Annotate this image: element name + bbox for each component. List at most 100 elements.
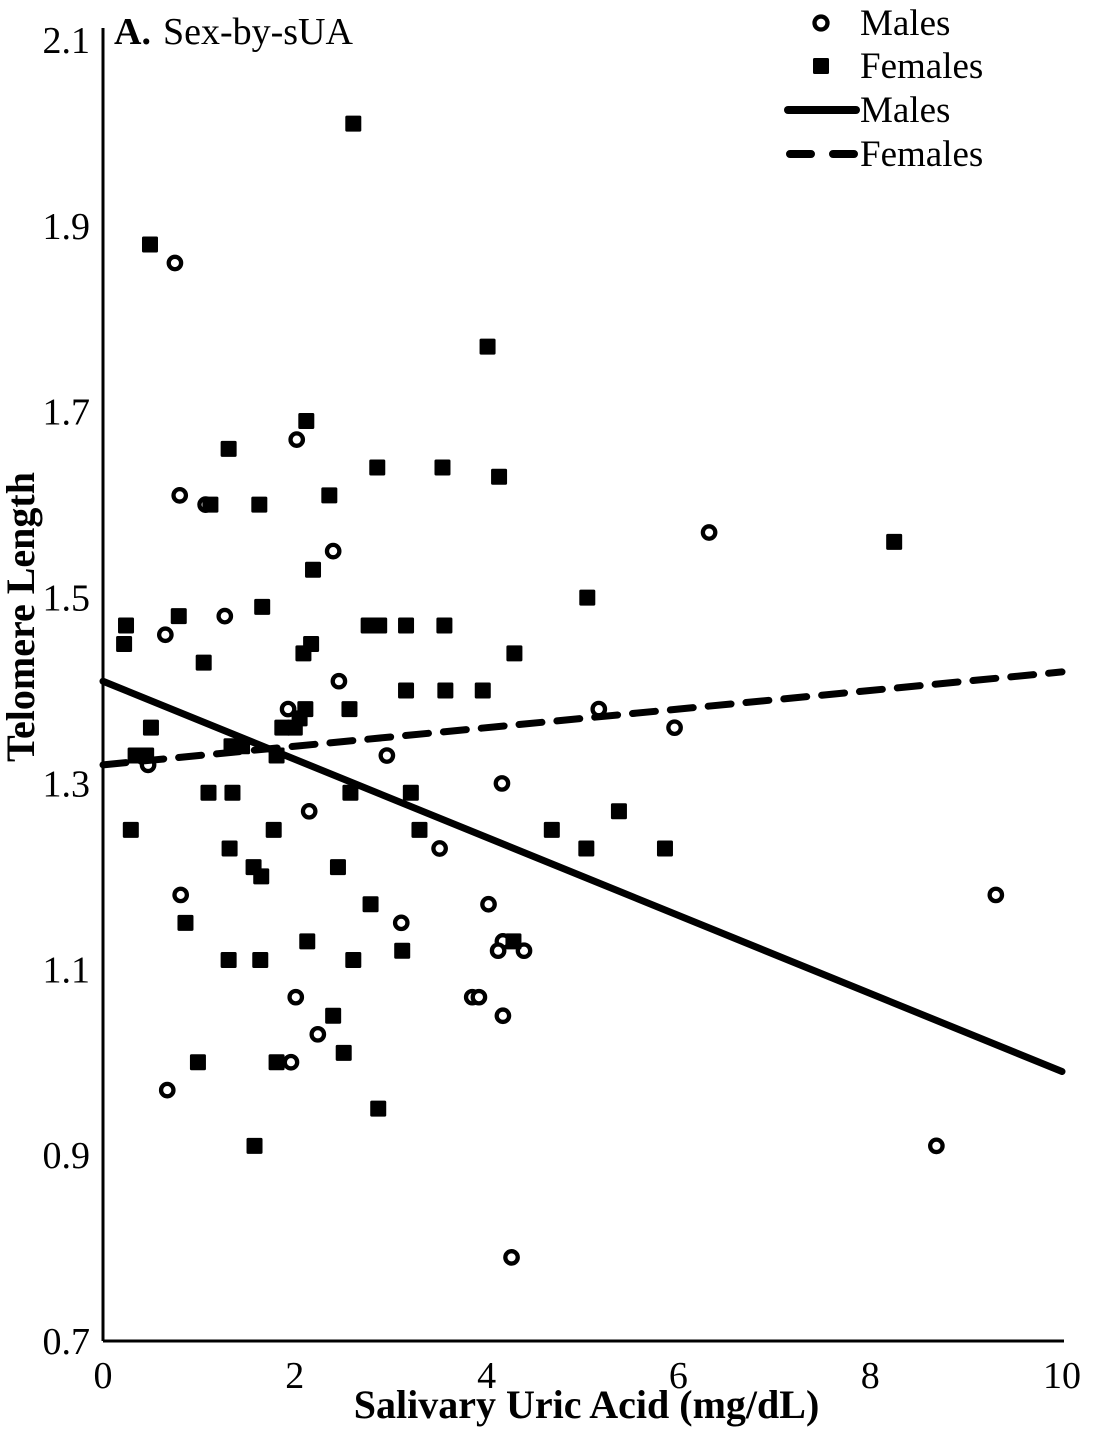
male-data-point xyxy=(330,672,348,690)
female-data-point xyxy=(122,821,139,838)
male-data-point xyxy=(324,542,342,560)
x-axis-title: Salivary Uric Acid (mg/dL) xyxy=(354,1382,820,1427)
male-data-point xyxy=(489,942,507,960)
females-trendline xyxy=(99,668,1066,769)
male-data-point xyxy=(480,895,497,913)
legend-label: Females xyxy=(860,134,983,175)
female-data-point xyxy=(220,440,237,457)
male-data-point xyxy=(300,802,318,820)
female-data-point xyxy=(251,496,268,513)
female-data-point xyxy=(345,951,362,968)
female-data-point xyxy=(506,645,523,662)
male-data-point xyxy=(282,1053,300,1071)
male-data-point xyxy=(287,988,305,1006)
x-tick-label: 8 xyxy=(861,1355,880,1397)
male-data-point xyxy=(166,254,184,272)
female-data-point xyxy=(479,338,496,355)
x-tick-label: 10 xyxy=(1043,1355,1081,1397)
male-data-point xyxy=(309,1025,327,1043)
female-data-point xyxy=(254,598,271,615)
y-tick-label: 0.7 xyxy=(43,1321,91,1363)
female-data-point xyxy=(177,914,194,931)
y-tick-label: 0.9 xyxy=(43,1135,91,1177)
male-data-point xyxy=(378,747,396,764)
female-data-point xyxy=(325,1007,342,1024)
female-data-point xyxy=(329,859,346,876)
female-data-point xyxy=(286,719,303,736)
female-data-point xyxy=(221,840,238,857)
panel-title: A. Sex-by-sUA xyxy=(114,11,353,53)
legend-label: Females xyxy=(860,46,983,87)
female-data-point xyxy=(434,459,451,476)
female-data-point xyxy=(118,617,135,634)
female-data-point xyxy=(265,821,282,838)
male-data-point xyxy=(493,775,511,792)
female-data-point xyxy=(189,1054,206,1071)
female-data-point xyxy=(220,951,237,968)
female-data-point xyxy=(578,840,595,857)
male-data-point xyxy=(700,524,718,541)
female-data-point xyxy=(398,682,415,699)
x-tick-label: 6 xyxy=(669,1355,688,1397)
female-data-point xyxy=(200,784,217,801)
female-data-point xyxy=(610,803,627,820)
female-data-point xyxy=(371,617,388,634)
female-data-point xyxy=(398,617,415,634)
female-data-point xyxy=(491,468,508,485)
male-data-point xyxy=(279,700,297,718)
female-data-point xyxy=(886,533,903,550)
panel-title-text: Sex-by-sUA xyxy=(163,11,354,53)
male-data-point xyxy=(171,486,189,504)
female-data-point xyxy=(305,561,322,578)
female-data-point xyxy=(370,1100,387,1117)
female-data-point xyxy=(505,933,522,950)
female-data-point xyxy=(362,896,379,913)
female-data-point xyxy=(170,608,187,625)
female-data-point xyxy=(394,942,411,959)
female-data-point xyxy=(474,682,491,699)
female-data-point xyxy=(246,1137,263,1154)
female-data-point xyxy=(298,413,315,430)
male-data-point xyxy=(172,886,190,904)
female-data-point xyxy=(436,617,453,634)
female-data-point xyxy=(369,459,386,476)
male-data-point xyxy=(392,914,410,932)
female-data-point xyxy=(437,682,454,699)
male-data-point xyxy=(503,1249,520,1266)
female-data-point xyxy=(141,236,158,253)
male-data-point xyxy=(158,1081,176,1099)
y-tick-label: 1.7 xyxy=(43,392,91,434)
y-tick-label: 2.1 xyxy=(43,20,91,62)
x-tick-label: 0 xyxy=(94,1355,113,1397)
male-data-point xyxy=(928,1137,945,1155)
female-data-point xyxy=(342,784,359,801)
female-data-point xyxy=(195,654,212,671)
male-data-point xyxy=(216,607,234,625)
female-data-point xyxy=(579,589,596,606)
male-data-point xyxy=(156,626,174,644)
y-tick-label: 1.5 xyxy=(43,578,91,620)
female-data-point xyxy=(142,719,159,736)
female-data-point xyxy=(116,636,133,653)
y-tick-label: 1.9 xyxy=(43,206,91,248)
female-data-point xyxy=(268,1054,285,1071)
female-data-point xyxy=(202,496,219,513)
y-tick-label: 1.1 xyxy=(43,949,91,991)
legend-filled-square-icon xyxy=(813,58,829,74)
x-tick-label: 4 xyxy=(477,1355,496,1397)
female-data-point xyxy=(252,951,269,968)
female-data-point xyxy=(274,719,291,736)
female-data-point xyxy=(411,821,428,838)
female-data-point xyxy=(341,701,358,718)
male-data-point xyxy=(494,1007,512,1025)
male-data-point xyxy=(288,431,306,448)
female-data-point xyxy=(299,933,316,950)
y-tick-label: 1.3 xyxy=(43,763,91,805)
male-data-point xyxy=(987,886,1005,904)
legend-label: Males xyxy=(860,3,950,44)
male-data-point xyxy=(431,840,448,857)
female-data-point xyxy=(321,487,338,504)
legend-label: Males xyxy=(860,90,950,131)
